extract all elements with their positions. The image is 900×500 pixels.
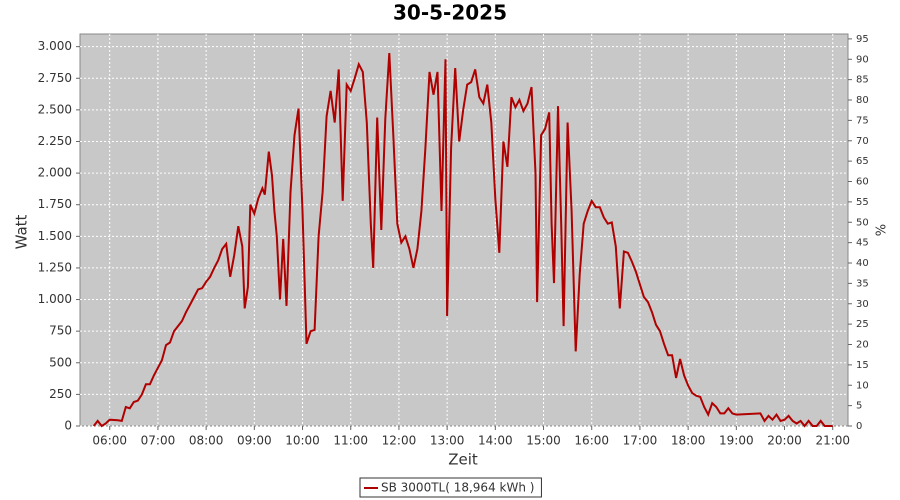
- x-tick-label: 16:00: [574, 434, 609, 448]
- y-tick-label: 250: [49, 387, 72, 401]
- y2-tick-label: 45: [856, 238, 869, 249]
- y-tick-label: 2.750: [38, 71, 72, 85]
- y-tick-label: 1.250: [38, 260, 72, 274]
- legend-box: [359, 477, 542, 498]
- y2-tick-label: 55: [856, 197, 869, 208]
- x-tick-label: 11:00: [333, 434, 368, 448]
- x-tick-label: 09:00: [237, 434, 272, 448]
- y-axis-label: Watt: [13, 214, 31, 249]
- y-tick-label: 2.000: [38, 166, 72, 180]
- y2-tick-label: 35: [856, 278, 869, 289]
- y-tick-label: 0: [64, 419, 72, 433]
- y2-tick-label: 60: [856, 177, 869, 188]
- y2-tick-label: 70: [856, 136, 869, 147]
- y2-tick-label: 15: [856, 360, 869, 371]
- y2-axis-label: %: [875, 224, 890, 236]
- y2-tick-label: 90: [856, 54, 869, 65]
- x-tick-label: 13:00: [430, 434, 465, 448]
- y2-tick-label: 0: [856, 421, 862, 432]
- y2-tick-label: 20: [856, 340, 869, 351]
- x-tick-label: 17:00: [623, 434, 658, 448]
- y2-tick-label: 65: [856, 156, 869, 167]
- y2-tick-label: 5: [856, 401, 862, 412]
- legend-label: SB 3000TL( 18,964 kWh ): [381, 481, 534, 495]
- x-tick-label: 19:00: [719, 434, 754, 448]
- y-tick-label: 750: [49, 324, 72, 338]
- y2-tick-label: 25: [856, 319, 869, 330]
- x-tick-label: 15:00: [526, 434, 561, 448]
- y2-tick-label: 30: [856, 299, 869, 310]
- x-tick-label: 18:00: [671, 434, 706, 448]
- x-tick-label: 21:00: [815, 434, 850, 448]
- y-tick-label: 3.000: [38, 39, 72, 53]
- x-tick-label: 14:00: [478, 434, 513, 448]
- y2-tick-label: 85: [856, 75, 869, 86]
- y2-tick-label: 10: [856, 380, 869, 391]
- x-axis-label: Zeit: [448, 451, 478, 469]
- series-line: [92, 52, 833, 428]
- y2-tick-label: 50: [856, 217, 869, 228]
- y2-tick-label: 95: [856, 34, 869, 45]
- chart-title: 30-5-2025: [393, 1, 507, 25]
- x-tick-label: 08:00: [189, 434, 224, 448]
- x-tick-label: 10:00: [285, 434, 320, 448]
- y-tick-label: 1.750: [38, 197, 72, 211]
- y-tick-label: 2.250: [38, 134, 72, 148]
- x-tick-label: 06:00: [92, 434, 127, 448]
- x-tick-label: 07:00: [141, 434, 176, 448]
- y-tick-label: 1.500: [38, 229, 72, 243]
- y-tick-label: 2.500: [38, 102, 72, 116]
- y-tick-label: 500: [49, 355, 72, 369]
- y-tick-label: 1.000: [38, 292, 72, 306]
- y2-tick-label: 40: [856, 258, 869, 269]
- y2-tick-label: 75: [856, 115, 869, 126]
- x-tick-label: 20:00: [767, 434, 802, 448]
- y2-tick-label: 80: [856, 95, 869, 106]
- plot-area: [79, 33, 849, 427]
- x-tick-label: 12:00: [382, 434, 417, 448]
